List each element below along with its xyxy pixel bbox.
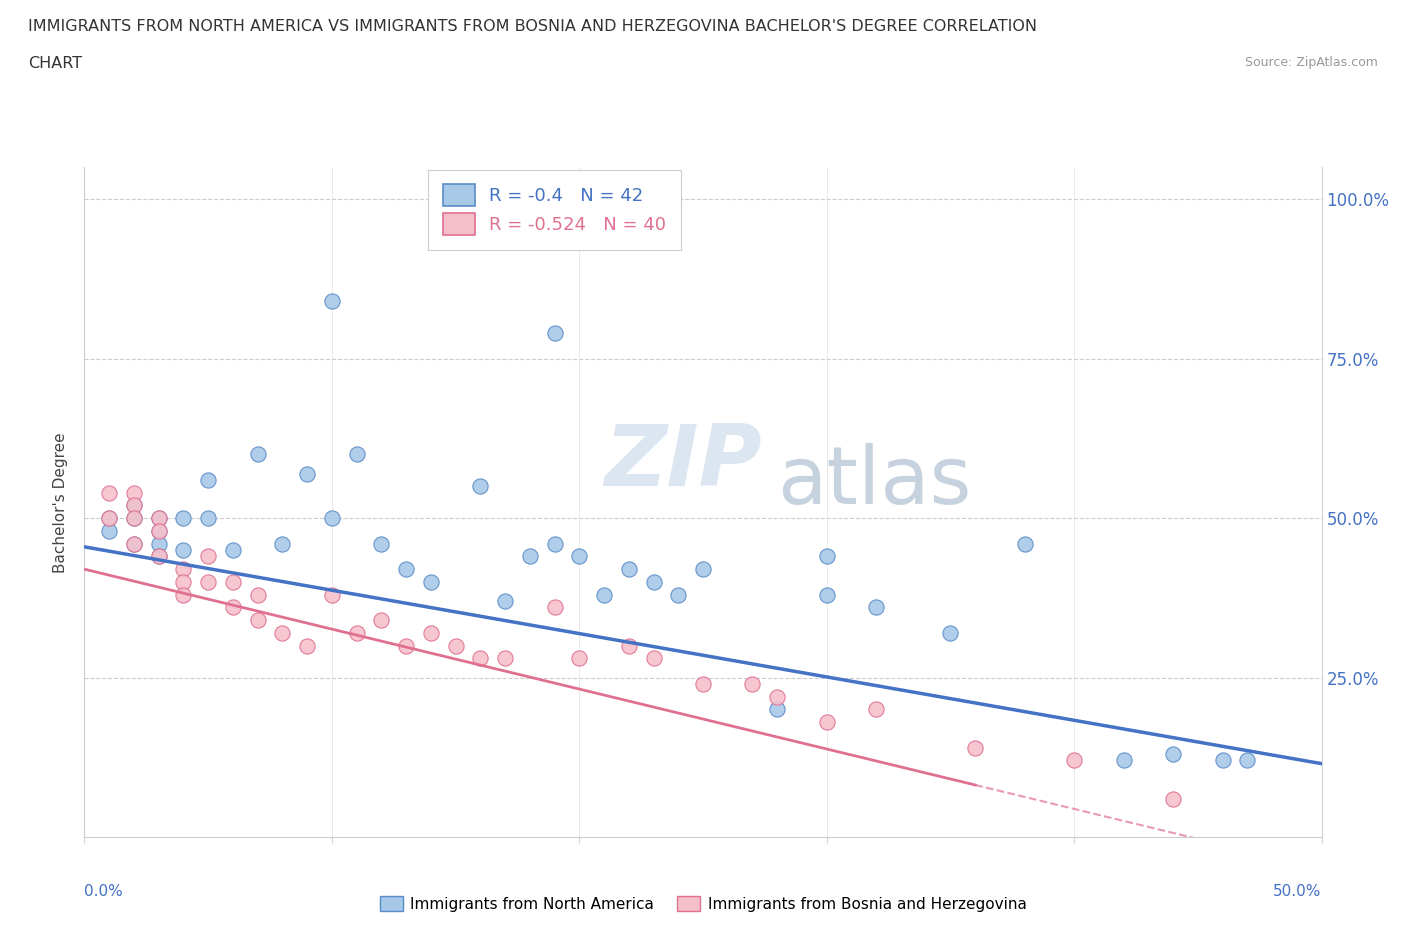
Point [271,626,294,641]
Point [197,472,219,487]
Point [98,511,121,525]
Point [444,638,467,653]
Point [815,715,838,730]
Point [172,562,194,577]
Point [222,542,245,557]
Point [346,447,368,462]
Text: Source: ZipAtlas.com: Source: ZipAtlas.com [1244,56,1378,69]
Point [568,549,591,564]
Point [295,638,318,653]
Point [939,626,962,641]
Point [148,511,170,525]
Point [643,651,665,666]
Point [494,651,516,666]
Point [271,537,294,551]
Point [98,524,121,538]
Point [148,537,170,551]
Point [321,587,343,602]
Point [370,537,392,551]
Point [1112,753,1135,768]
Point [865,702,887,717]
Point [593,587,616,602]
Point [1161,791,1184,806]
Point [519,549,541,564]
Point [666,587,689,602]
Point [419,626,441,641]
Y-axis label: Bachelor's Degree: Bachelor's Degree [53,432,69,573]
Point [122,485,145,500]
Point [295,466,318,481]
Point [543,537,565,551]
Point [98,485,121,500]
Point [222,600,245,615]
Point [172,575,194,590]
Point [172,542,194,557]
Point [197,549,219,564]
Point [692,676,714,691]
Point [494,593,516,608]
Point [1212,753,1234,768]
Point [148,511,170,525]
Point [246,587,269,602]
Point [692,562,714,577]
Point [741,676,763,691]
Point [643,575,665,590]
Text: CHART: CHART [28,56,82,71]
Point [543,600,565,615]
Point [98,511,121,525]
Point [122,537,145,551]
Point [246,613,269,628]
Text: ZIP: ZIP [605,420,762,503]
Point [197,511,219,525]
Point [122,511,145,525]
Point [815,587,838,602]
Point [148,549,170,564]
Point [766,689,789,704]
Point [395,562,418,577]
Point [1236,753,1258,768]
Point [1014,537,1036,551]
Point [321,294,343,309]
Point [568,651,591,666]
Point [148,524,170,538]
Point [617,638,640,653]
Point [321,511,343,525]
Legend: R = -0.4   N = 42, R = -0.524   N = 40: R = -0.4 N = 42, R = -0.524 N = 40 [427,170,681,250]
Point [148,549,170,564]
Text: IMMIGRANTS FROM NORTH AMERICA VS IMMIGRANTS FROM BOSNIA AND HERZEGOVINA BACHELOR: IMMIGRANTS FROM NORTH AMERICA VS IMMIGRA… [28,19,1038,33]
Point [1161,747,1184,762]
Point [965,740,987,755]
Point [419,575,441,590]
Point [1063,753,1085,768]
Point [865,600,887,615]
Point [617,562,640,577]
Point [197,575,219,590]
Point [222,575,245,590]
Point [122,498,145,512]
Point [370,613,392,628]
Point [470,651,492,666]
Legend: Immigrants from North America, Immigrants from Bosnia and Herzegovina: Immigrants from North America, Immigrant… [374,889,1032,918]
Point [395,638,418,653]
Point [172,511,194,525]
Point [543,326,565,340]
Point [122,498,145,512]
Point [766,702,789,717]
Point [148,524,170,538]
Point [246,447,269,462]
Text: atlas: atlas [778,443,972,521]
Point [122,511,145,525]
Point [346,626,368,641]
Point [815,549,838,564]
Point [470,479,492,494]
Text: 0.0%: 0.0% [84,884,124,899]
Point [122,537,145,551]
Text: 50.0%: 50.0% [1274,884,1322,899]
Point [172,587,194,602]
